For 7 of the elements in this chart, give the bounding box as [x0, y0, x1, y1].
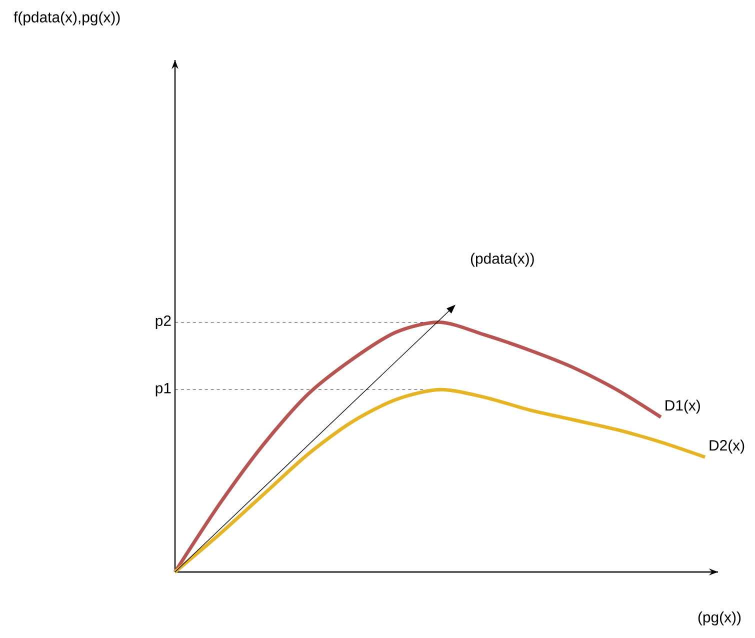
series-label: D1(x): [666, 400, 700, 414]
series-label: D2(x): [710, 440, 744, 454]
ref-line-label: p1: [156, 382, 171, 396]
text: f(pdata(x),pg(x)): [14, 12, 120, 26]
x-axis-title: (pg(x)): [698, 612, 741, 626]
ref-line-label: p2: [156, 315, 171, 329]
text: (pdata(x)): [470, 252, 534, 267]
